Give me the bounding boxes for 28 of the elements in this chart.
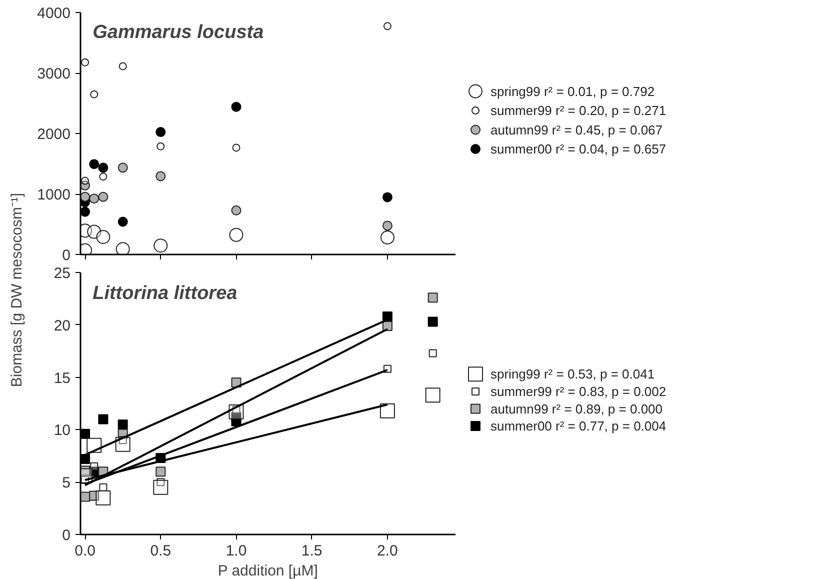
legend-label: summer99 r² = 0.83, p = 0.002 (490, 384, 666, 399)
x-tick-label: 0.0 (74, 542, 96, 560)
x-tick-label: 1.5 (301, 542, 322, 560)
legend-label: summer00 r² = 0.77, p = 0.004 (490, 418, 666, 434)
y-tick-label: 5 (62, 474, 70, 492)
legend-label: spring99 r² = 0.01, p = 0.792 (490, 84, 655, 99)
y-tick-label: 0 (62, 527, 70, 544)
x-tick-label: 1.0 (226, 542, 247, 560)
x-tick-label: 2.0 (377, 542, 398, 560)
legend-label: autumn99 r² = 0.45, p = 0.067 (490, 122, 663, 138)
y-tick-label: 3000 (37, 66, 71, 82)
y-tick-label: 4000 (37, 5, 71, 22)
text: Littorina littorea (92, 282, 238, 304)
legend-label: autumn99 r² = 0.89, p = 0.000 (490, 401, 663, 416)
y-tick-label: 15 (54, 370, 71, 387)
y-tick-label: 2000 (37, 126, 71, 143)
legend-label: summer99 r² = 0.20, p = 0.271 (490, 103, 666, 118)
y-tick-label: 10 (54, 422, 71, 440)
y-tick-label: 1000 (37, 186, 71, 204)
y-tick-label: 20 (54, 317, 71, 334)
y-axis-title: Biomass [g DW mesocosm⁻¹] (8, 192, 26, 388)
legend-label: spring99 r² = 0.53, p = 0.041 (490, 366, 655, 382)
y-tick-label: 0 (62, 247, 70, 264)
x-tick-label: 0.5 (150, 542, 172, 560)
text: Gammarus locusta (92, 22, 264, 44)
x-axis-title: P addition [µM] (218, 562, 318, 579)
legend-label: summer00 r² = 0.04, p = 0.657 (490, 141, 666, 156)
y-tick-label: 25 (54, 265, 71, 282)
